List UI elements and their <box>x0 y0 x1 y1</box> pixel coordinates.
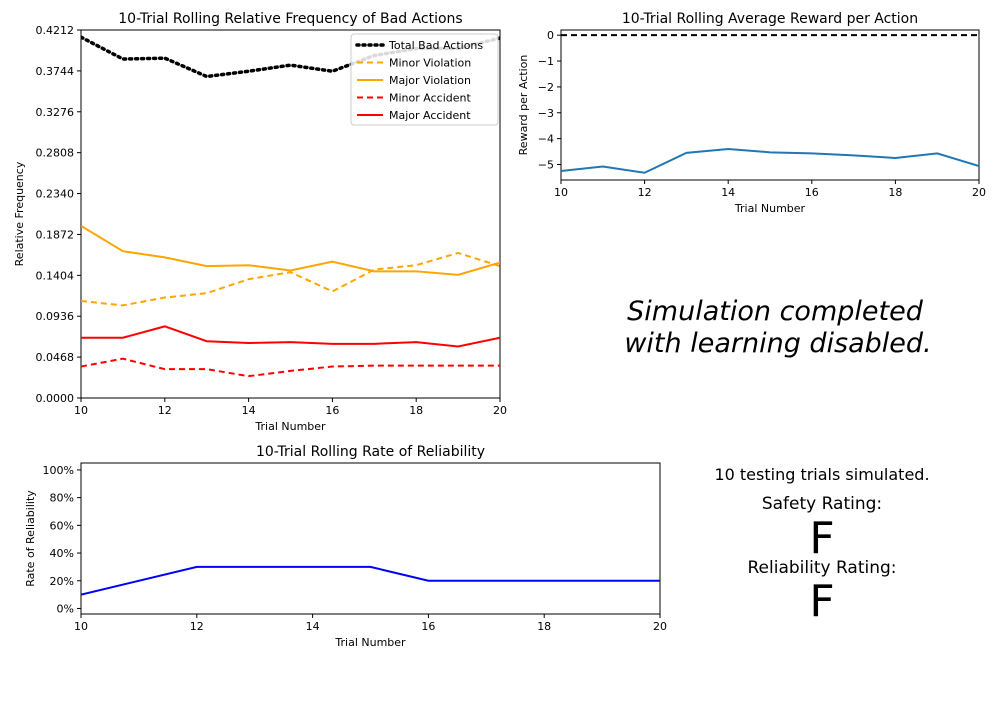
reward-chart: 10-Trial Rolling Average Reward per Acti… <box>517 11 986 215</box>
plot-area-frame <box>80 462 661 615</box>
x-tick-label: 14 <box>242 404 256 417</box>
series-line-major-violation <box>81 225 500 276</box>
chart-title: 10-Trial Rolling Average Reward per Acti… <box>622 11 918 27</box>
y-tick-label: 0.3276 <box>36 106 75 119</box>
safety-rating-label: Safety Rating: <box>762 494 882 514</box>
y-tick-label: 80% <box>50 492 74 505</box>
series-line-minor-violation <box>81 251 500 307</box>
y-tick-label: 0.2340 <box>36 188 75 201</box>
x-tick-label: 12 <box>638 186 652 199</box>
series-line <box>81 565 660 596</box>
x-tick-label: 10 <box>74 620 88 633</box>
y-tick-label: 0.1872 <box>36 228 75 241</box>
y-tick-label: 40% <box>50 547 74 560</box>
y-tick-label: 0.1404 <box>36 269 75 282</box>
x-tick-label: 16 <box>805 186 819 199</box>
reliability-rating-grade: F <box>809 576 834 627</box>
x-tick-label: 20 <box>653 620 667 633</box>
y-tick-label: 20% <box>50 575 74 588</box>
series-line-major-accident <box>81 325 500 348</box>
legend-label: Major Violation <box>389 74 471 87</box>
legend-label: Minor Violation <box>389 57 471 70</box>
y-tick-label: −1 <box>538 55 554 68</box>
legend-box <box>350 33 499 126</box>
simulation-message-line1: Simulation completed <box>627 296 924 327</box>
x-tick-label: 20 <box>972 186 986 199</box>
y-tick-label: 0 <box>547 29 554 42</box>
y-tick-label: 0.3744 <box>36 65 75 78</box>
x-tick-label: 18 <box>537 620 551 633</box>
plot-area-frame <box>560 29 980 181</box>
x-tick-label: 20 <box>493 404 507 417</box>
legend-label: Major Accident <box>389 109 471 122</box>
x-tick-label: 16 <box>421 620 435 633</box>
x-tick-label: 18 <box>888 186 902 199</box>
y-tick-label: 0% <box>57 602 74 615</box>
y-tick-label: 60% <box>50 519 74 532</box>
x-tick-label: 10 <box>74 404 88 417</box>
series-line <box>561 147 979 174</box>
chart-title: 10-Trial Rolling Rate of Reliability <box>256 444 485 460</box>
trials-simulated-text: 10 testing trials simulated. <box>714 465 929 484</box>
x-tick-label: 10 <box>554 186 568 199</box>
y-axis-label: Reward per Action <box>517 55 530 156</box>
legend-label: Minor Accident <box>389 92 471 105</box>
y-tick-label: 0.0936 <box>36 310 75 323</box>
x-axis-label: Trial Number <box>254 420 326 433</box>
y-tick-label: 0.2808 <box>36 147 75 160</box>
y-tick-label: −4 <box>538 133 554 146</box>
y-tick-label: 100% <box>43 464 74 477</box>
y-tick-label: −3 <box>538 107 554 120</box>
legend-label: Total Bad Actions <box>388 39 483 52</box>
safety-rating-grade: F <box>809 513 834 564</box>
y-axis-label: Rate of Reliability <box>24 490 37 587</box>
x-tick-label: 18 <box>409 404 423 417</box>
y-tick-label: −2 <box>538 81 554 94</box>
reliability-chart: 10-Trial Rolling Rate of Reliability 10 12… <box>24 444 667 649</box>
y-tick-label: 0.0000 <box>36 392 75 405</box>
x-axis-label: Trial Number <box>734 202 806 215</box>
y-tick-label: 0.0468 <box>36 351 75 364</box>
simulation-message-line2: with learning disabled. <box>624 328 931 359</box>
reliability-rating-label: Reliability Rating: <box>748 558 897 578</box>
x-tick-label: 12 <box>190 620 204 633</box>
x-tick-label: 14 <box>721 186 735 199</box>
bad-actions-chart: 10-Trial Rolling Relative Frequency of B… <box>13 11 507 433</box>
plot-area-frame <box>80 29 501 399</box>
chart-title: 10-Trial Rolling Relative Frequency of B… <box>118 11 462 27</box>
summary-panel: Simulation completed with learning disab… <box>624 296 931 627</box>
x-tick-label: 12 <box>158 404 172 417</box>
y-axis-label: Relative Frequency <box>13 161 26 266</box>
y-tick-label: 0.4212 <box>36 24 75 37</box>
x-tick-label: 14 <box>306 620 320 633</box>
series-line-minor-accident <box>81 357 500 378</box>
x-tick-label: 16 <box>325 404 339 417</box>
x-axis-label: Trial Number <box>334 636 406 649</box>
y-tick-label: −5 <box>538 158 554 171</box>
